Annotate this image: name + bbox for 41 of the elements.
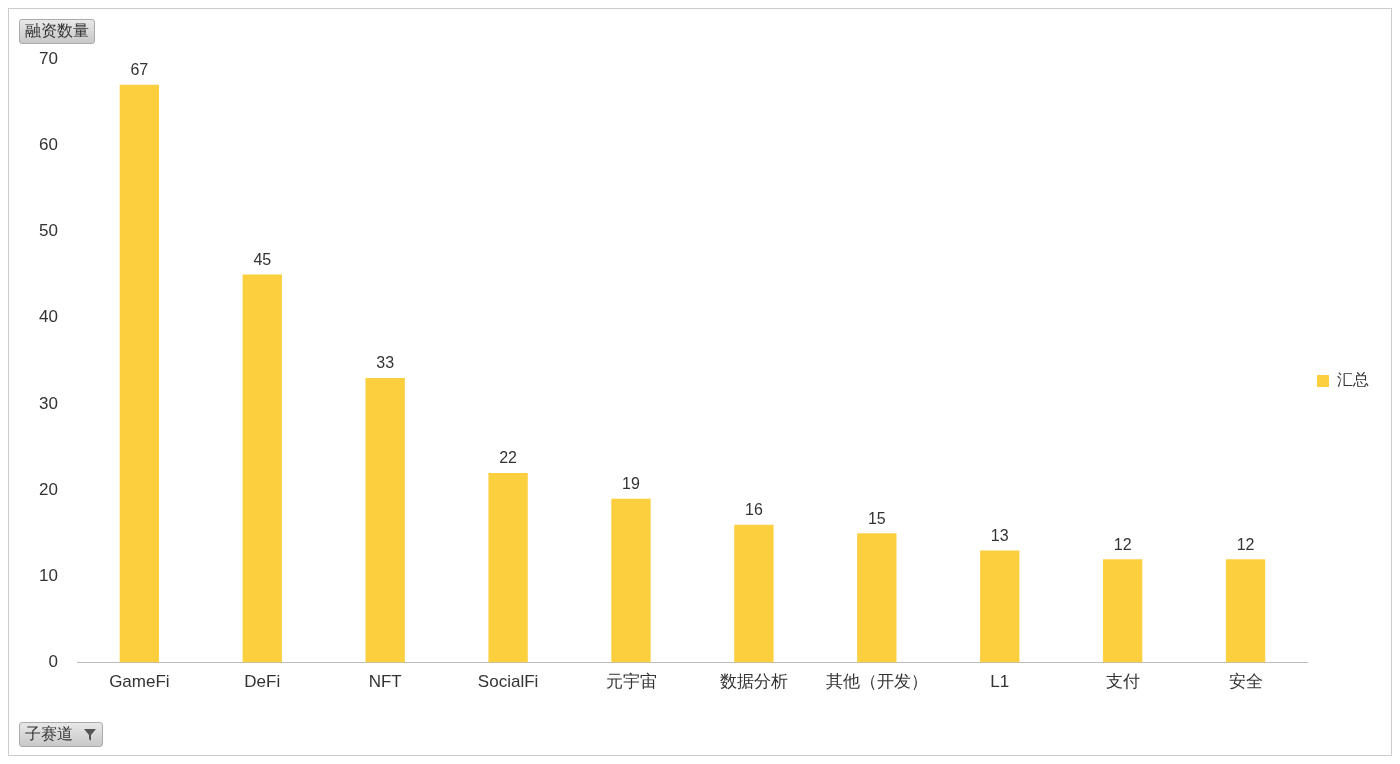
bar (980, 550, 1020, 663)
data-label: 22 (499, 449, 518, 467)
x-tick-label: 元宇宙 (605, 672, 657, 692)
x-tick-label: 其他（开发） (825, 672, 928, 692)
x-axis-title: 子赛道 (25, 724, 73, 744)
legend-label: 汇总 (1337, 371, 1369, 389)
y-tick-label: 40 (38, 307, 58, 327)
x-tick-label: DeFi (244, 672, 281, 692)
y-tick-label: 60 (38, 134, 58, 154)
bar (611, 498, 651, 663)
bar (365, 378, 405, 663)
y-tick-label: 10 (38, 566, 58, 586)
x-tick-label: 安全 (1228, 672, 1263, 692)
data-label: 15 (867, 509, 886, 527)
bar (488, 472, 528, 663)
data-label: 33 (376, 354, 395, 372)
y-tick-label: 0 (48, 652, 58, 672)
x-tick-label: NFT (368, 672, 402, 692)
bar (242, 274, 282, 663)
data-label: 12 (1113, 535, 1132, 553)
data-label: 45 (253, 250, 272, 268)
data-label: 19 (622, 475, 640, 493)
y-tick-label: 30 (38, 393, 58, 413)
bar (119, 84, 160, 663)
x-tick-label: 支付 (1105, 672, 1140, 692)
y-tick-label: 70 (38, 48, 58, 68)
y-tick-label: 50 (38, 221, 58, 241)
x-tick-label: 数据分析 (719, 672, 788, 692)
x-tick-label: GameFi (109, 672, 170, 692)
data-label: 12 (1236, 535, 1255, 553)
data-label: 13 (990, 526, 1009, 544)
bar (1102, 559, 1143, 663)
x-tick-label: SocialFi (477, 672, 539, 692)
data-label: 16 (745, 501, 763, 519)
bar (857, 533, 897, 663)
bar (734, 524, 774, 663)
x-tick-label: L1 (990, 672, 1010, 692)
y-tick-label: 20 (38, 479, 58, 499)
data-label: 67 (130, 61, 149, 79)
bar (1225, 559, 1266, 663)
y-axis-title: 融资数量 (19, 19, 95, 44)
